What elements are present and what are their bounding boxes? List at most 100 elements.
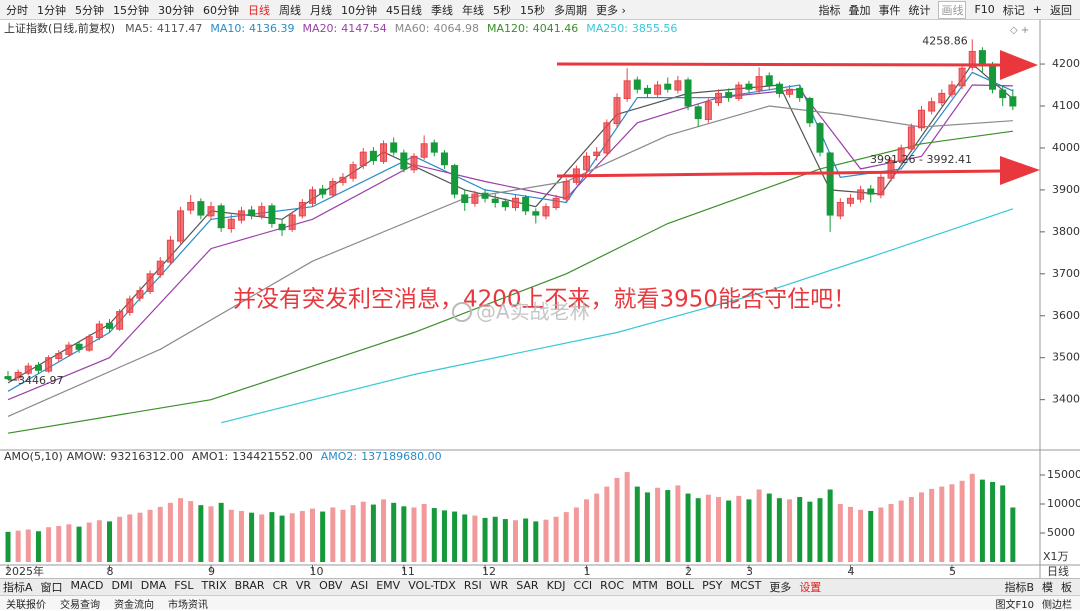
- indicator-tab[interactable]: MCST: [730, 579, 762, 592]
- tool-button[interactable]: 事件: [878, 3, 901, 17]
- candle-body: [227, 218, 235, 229]
- period-tab[interactable]: 5秒: [493, 3, 511, 17]
- period-tab[interactable]: 5分钟: [75, 3, 104, 17]
- period-tab[interactable]: 分时: [6, 3, 28, 17]
- ma-line: [7, 84, 1013, 401]
- candle-body: [491, 198, 499, 203]
- candle-body: [775, 83, 783, 94]
- candle-body: [349, 164, 357, 179]
- tool-button[interactable]: 统计: [908, 3, 931, 17]
- status-item[interactable]: 侧边栏: [1042, 599, 1072, 611]
- tool-button[interactable]: F10: [974, 3, 995, 16]
- candle-body: [390, 142, 398, 153]
- volume-bar: [66, 524, 72, 562]
- indicator-tab[interactable]: CCI: [573, 579, 593, 592]
- volume-bar: [959, 480, 965, 562]
- candle-body: [836, 201, 844, 217]
- indicator-tab[interactable]: DMI: [111, 579, 133, 592]
- indicator-tab[interactable]: MTM: [632, 579, 658, 592]
- indicator-tab[interactable]: BOLL: [665, 579, 695, 592]
- period-tab[interactable]: 10分钟: [341, 3, 377, 17]
- period-tab[interactable]: 季线: [431, 3, 453, 17]
- indicator-tab[interactable]: 板: [1061, 581, 1072, 594]
- indicator-tab[interactable]: 指标A: [3, 581, 33, 594]
- period-tab[interactable]: 更多 ›: [596, 3, 626, 17]
- indicator-tab[interactable]: 更多: [769, 581, 792, 594]
- period-tab[interactable]: 月线: [310, 3, 332, 17]
- tool-button[interactable]: 指标: [818, 3, 841, 17]
- indicator-tab[interactable]: 窗口: [40, 581, 63, 594]
- period-tab[interactable]: 30分钟: [158, 3, 194, 17]
- candle-body: [562, 181, 570, 200]
- candle-body: [796, 87, 804, 99]
- indicator-tab[interactable]: FSL: [174, 579, 194, 592]
- period-tab[interactable]: 45日线: [386, 3, 422, 17]
- ma-line: [221, 208, 1014, 424]
- tool-button[interactable]: +: [1032, 3, 1042, 16]
- high-label: 4258.86: [922, 34, 968, 47]
- status-item[interactable]: 交易查询: [60, 599, 100, 611]
- status-item[interactable]: 关联报价: [6, 599, 46, 611]
- indicator-tab[interactable]: EMV: [376, 579, 401, 592]
- indicator-tab[interactable]: DMA: [140, 579, 167, 592]
- period-tab[interactable]: 年线: [462, 3, 484, 17]
- y-tick-label: 4100: [1052, 99, 1080, 112]
- candle-body: [400, 152, 408, 170]
- volume-bar: [238, 510, 244, 562]
- tool-button[interactable]: 叠加: [848, 3, 871, 17]
- volume-bar: [431, 508, 437, 562]
- candle-body: [217, 205, 225, 229]
- tool-button[interactable]: 画线: [938, 0, 967, 19]
- indicator-tab[interactable]: SAR: [516, 579, 539, 592]
- indicator-tab[interactable]: MACD: [70, 579, 104, 592]
- status-item[interactable]: 市场资讯: [168, 599, 208, 611]
- volume-legend-value: 137189680.00: [361, 450, 441, 463]
- indicator-tab[interactable]: OBV: [319, 579, 343, 592]
- candle-body: [471, 193, 479, 204]
- indicator-tab[interactable]: BRAR: [234, 579, 265, 592]
- period-tab[interactable]: 日线: [248, 3, 270, 17]
- volume-bar: [5, 531, 11, 562]
- indicator-tab[interactable]: WR: [489, 579, 509, 592]
- volume-bar: [563, 512, 569, 562]
- indicator-tab[interactable]: KDJ: [546, 579, 566, 592]
- indicator-tab[interactable]: ASI: [350, 579, 369, 592]
- indicator-tab[interactable]: 设置: [799, 581, 822, 594]
- period-tab[interactable]: 1分钟: [37, 3, 66, 17]
- period-tab[interactable]: 多周期: [554, 3, 587, 17]
- period-tab[interactable]: 15分钟: [113, 3, 149, 17]
- indicator-tab[interactable]: PSY: [702, 579, 723, 592]
- candle-body: [248, 209, 256, 216]
- overlay-text: 并没有突发利空消息，4200上不来，就看3950能否守住吧！: [233, 287, 856, 313]
- indicator-tab[interactable]: VOL-TDX: [408, 579, 456, 592]
- candle-body: [451, 165, 459, 195]
- arrow-head: [1000, 50, 1038, 80]
- period-tab[interactable]: 周线: [279, 3, 301, 17]
- candle-body: [887, 160, 895, 179]
- candle-body: [826, 152, 834, 216]
- volume-bar: [218, 502, 224, 562]
- status-left: 关联报价 交易查询 资金流向 市场资讯: [6, 596, 222, 611]
- period-tab[interactable]: 60分钟: [203, 3, 239, 17]
- volume-bar: [513, 520, 518, 562]
- candle-body: [319, 188, 327, 195]
- tool-button[interactable]: 标记: [1002, 3, 1025, 17]
- status-item[interactable]: 资金流向: [114, 599, 154, 611]
- volume-bar: [614, 477, 620, 562]
- indicator-tab[interactable]: RSI: [463, 579, 482, 592]
- candle-body: [603, 122, 611, 154]
- tool-button[interactable]: 返回: [1050, 3, 1072, 17]
- indicator-tab[interactable]: 模: [1042, 581, 1053, 594]
- volume-bar: [411, 507, 417, 562]
- period-tab[interactable]: 15秒: [520, 3, 545, 17]
- indicator-tab[interactable]: 指标B: [1004, 581, 1034, 594]
- status-item[interactable]: 图文F10: [995, 599, 1034, 611]
- indicator-tab[interactable]: ROC: [600, 579, 625, 592]
- volume-bar: [147, 509, 153, 562]
- candle-body: [34, 364, 42, 371]
- volume-bar: [807, 501, 813, 562]
- volume-bar: [746, 499, 752, 562]
- indicator-tab[interactable]: TRIX: [201, 579, 227, 592]
- indicator-tab[interactable]: VR: [295, 579, 312, 592]
- indicator-tab[interactable]: CR: [272, 579, 288, 592]
